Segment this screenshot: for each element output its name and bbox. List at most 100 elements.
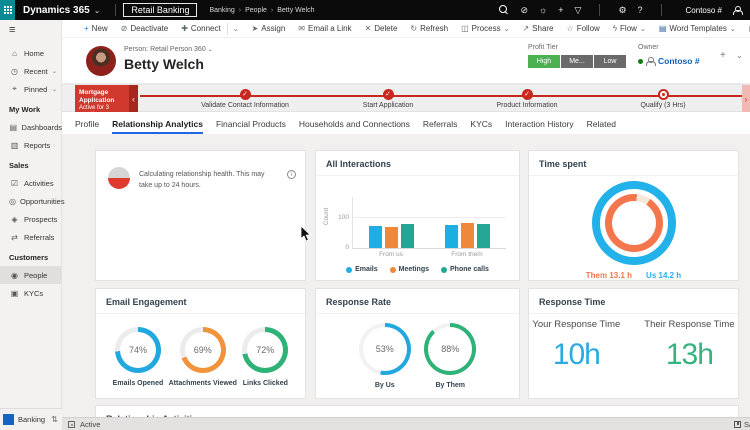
home-icon: ⌂ (12, 48, 17, 58)
owner-field: Owner Contoso # (638, 44, 700, 66)
filter-icon[interactable]: ▽ (574, 4, 582, 15)
sidebar-item-people[interactable]: ◉ People (0, 266, 62, 284)
sidebar-group-sales: Sales (9, 160, 29, 170)
sidebar-item-referrals[interactable]: ⇄ Referrals (0, 228, 62, 246)
run-report-button[interactable]: ▦Run Report⌄ (749, 24, 750, 33)
user-avatar-icon[interactable] (733, 6, 742, 15)
sidebar-item-recent[interactable]: ◷ Recent ⌄ (11, 66, 57, 76)
them-time: Them 13.1 h (585, 271, 633, 280)
chevron-left-icon[interactable]: ‹ (129, 85, 138, 113)
their-response-time: Their Response Time 13h (644, 319, 735, 371)
breadcrumb-betty-welch[interactable]: Betty Welch (277, 6, 315, 14)
tenant-name[interactable]: Contoso # (685, 5, 722, 15)
kycs-icon: ▣ (10, 288, 19, 298)
presence-dot-icon (638, 58, 643, 64)
gauge-label: Links Clicked (242, 380, 288, 387)
stage-qualify[interactable]: Qualify (3 Hrs) (598, 89, 728, 109)
active-stage-icon (657, 89, 669, 100)
save-icon[interactable] (734, 421, 741, 428)
bar-from-them-emails (445, 224, 458, 248)
divider (599, 4, 601, 16)
app-name[interactable]: Dynamics 365 (23, 4, 90, 16)
sidebar-item-prospects[interactable]: ◈ Prospects (0, 210, 62, 228)
pin-icon: ⌖ (12, 84, 17, 93)
profit-tier-low[interactable]: Low (594, 55, 626, 68)
follow-button[interactable]: ☆ Follow (566, 23, 600, 33)
chevron-down-icon: ⌄ (51, 68, 57, 75)
stage-start-application[interactable]: ✓ Start Application (362, 89, 414, 109)
y-tick-0: 0 (345, 244, 349, 251)
sidebar-item-kycs[interactable]: ▣ KYCs (10, 288, 44, 298)
search-icon[interactable] (499, 5, 509, 15)
save-button[interactable]: Save (744, 420, 750, 429)
gear-icon[interactable]: ⚙ (618, 4, 627, 15)
bar-from-them-phone-calls (477, 224, 490, 248)
current-area: Banking (18, 415, 46, 424)
sidebar-item-dashboards[interactable]: ▤ Dashboards (9, 122, 62, 132)
connect-split-chevron[interactable]: ⌄ (226, 22, 239, 35)
info-icon[interactable]: i (287, 170, 296, 179)
chevron-right-icon[interactable]: › (742, 85, 750, 113)
tab-profile[interactable]: Profile (75, 119, 100, 129)
lightbulb-icon[interactable]: ☼ (539, 4, 548, 15)
assign-button[interactable]: ➤ Assign (251, 23, 286, 33)
hamburger-icon[interactable]: ≡ (9, 24, 16, 36)
bar-from-us-emails (369, 225, 382, 248)
activities-icon: ☑ (10, 178, 19, 188)
sidebar-item-opportunities[interactable]: ◎ Opportunities (9, 196, 65, 206)
help-icon[interactable]: ? (637, 4, 643, 15)
time-spent-them-ring (605, 194, 663, 252)
legend-meetings: Meetings (389, 266, 429, 273)
stage-product-information[interactable]: ✓ Product Information (496, 89, 558, 109)
bar-from-us-phone-calls (401, 224, 414, 248)
sidebar-item-home[interactable]: ⌂ Home (0, 44, 62, 62)
email-a-link-button[interactable]: ✉ Email a Link (298, 23, 352, 33)
by-us-gauge: 53% By Us (358, 323, 411, 390)
stage-validate-contact-information[interactable]: ✓ Validate Contact Information (201, 89, 289, 109)
deactivate-icon: ⊘ (120, 23, 128, 33)
area-switcher[interactable]: Retail Banking (123, 3, 198, 17)
tab-relationship-analytics[interactable]: Relationship Analytics (112, 119, 203, 134)
word-templates-button[interactable]: ▤ Word Templates ⌄ (658, 23, 736, 33)
sidebar-item-activities[interactable]: ☑ Activities (10, 178, 54, 188)
chevron-down-icon[interactable]: ⌄ (93, 5, 101, 15)
chevron-down-icon[interactable]: ⌄ (736, 51, 743, 60)
process-button[interactable]: ◫ Process ⌄ (461, 23, 510, 33)
profit-tier-high[interactable]: High (528, 55, 560, 68)
tab-referrals[interactable]: Referrals (422, 119, 458, 129)
delete-button[interactable]: ✕ Delete (364, 23, 398, 33)
by-them-gauge: 88% By Them (424, 323, 477, 390)
circle-slash-icon[interactable]: ⊘ (520, 4, 528, 15)
sidebar-item-pinned[interactable]: ⌖ Pinned ⌄ (0, 80, 62, 98)
flow-button[interactable]: ϟ Flow ⌄ (612, 23, 646, 33)
tab-households-and-connections[interactable]: Households and Connections (298, 119, 410, 129)
new-button[interactable]: + New (84, 23, 108, 33)
contact-avatar[interactable] (86, 46, 116, 76)
time-spent-us-ring (592, 181, 676, 265)
top-navigation-bar: Dynamics 365 ⌄ Retail Banking Banking › … (0, 0, 750, 20)
owner-link[interactable]: Contoso # (658, 56, 700, 66)
tab-interaction-history[interactable]: Interaction History (505, 119, 574, 129)
refresh-button[interactable]: ↻ Refresh (410, 23, 449, 33)
sidebar-item-reports[interactable]: ▥ Reports (10, 140, 51, 150)
card-title: All Interactions (316, 151, 519, 176)
share-button[interactable]: ↗ Share (522, 23, 554, 33)
waffle-icon[interactable] (0, 0, 15, 20)
tab-financial-products[interactable]: Financial Products (215, 119, 286, 129)
legend-dot-icon (346, 266, 353, 273)
breadcrumb-banking[interactable]: Banking (209, 6, 235, 14)
plus-icon[interactable]: + (720, 50, 726, 61)
deactivate-button[interactable]: ⊘ Deactivate (120, 23, 169, 33)
connect-button[interactable]: ✚ Connect (181, 23, 221, 33)
form-selector[interactable]: Person: Retail Person 360 ⌄ (124, 46, 213, 53)
profit-tier-medium[interactable]: Me... (561, 55, 593, 68)
quick-create-plus-icon[interactable]: + (558, 4, 564, 15)
x-label-from-us: From us (379, 251, 403, 258)
site-map-sidebar: ≡ ⌂ Home ◷ Recent ⌄ ⌖ Pinned ⌄ My Work ▤ Dashb… (0, 20, 65, 430)
tab-kycs[interactable]: KYCs (470, 119, 493, 129)
chevron-down-icon: ⌄ (51, 86, 57, 93)
area-switcher-footer[interactable]: Banking ⇅ (0, 408, 62, 430)
breadcrumb-people[interactable]: People (245, 6, 267, 14)
tab-related[interactable]: Related (586, 119, 616, 129)
process-name-panel[interactable]: Mortgage Application Active for 3 months (75, 85, 129, 118)
